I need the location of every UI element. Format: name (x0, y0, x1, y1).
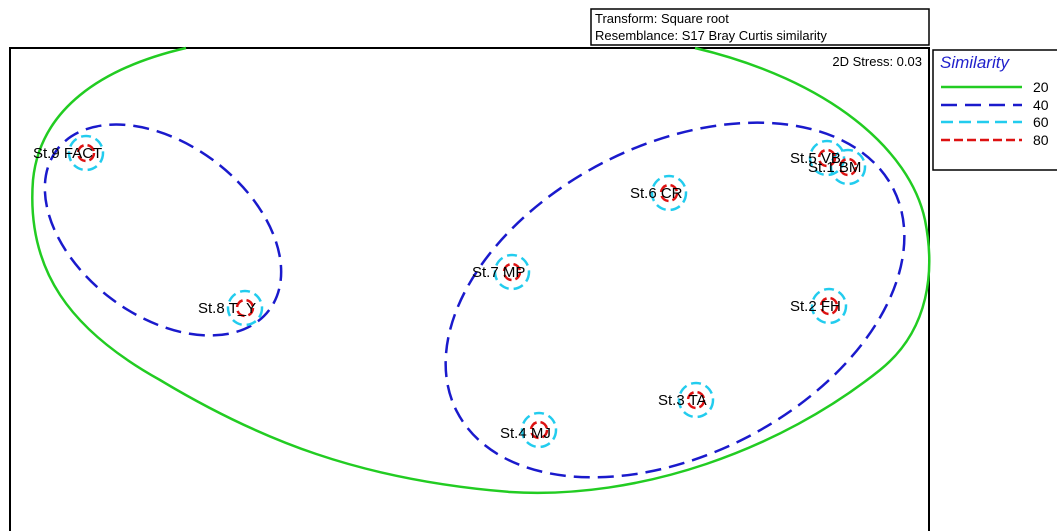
contour-80-st-4-mj (529, 420, 549, 440)
legend-entry-80: 80 (941, 132, 1049, 148)
legend-label-60: 60 (1033, 114, 1049, 130)
plot-frame (9, 47, 930, 531)
legend: Similarity 20 40 60 80 (932, 49, 1057, 171)
contour-60-st-2-fh (810, 287, 848, 325)
point-label-st-8-t-y: St.8 T_Y (198, 300, 256, 317)
contour-40-right (444, 121, 906, 479)
contour-20-all (31, 46, 931, 495)
transform-info-box: Transform: Square root Resemblance: S17 … (590, 8, 930, 46)
resemblance-label: Resemblance: S17 Bray Curtis similarity (595, 28, 827, 43)
point-label-st-9-fact: St.9 FACT (33, 145, 102, 162)
legend-label-20: 20 (1033, 79, 1049, 95)
point-label-st-5-vb: St.5 VB (790, 150, 841, 167)
point-label-st-2-fh: St.2 FH (790, 298, 841, 315)
stress-label: 2D Stress: 0.03 (832, 54, 922, 69)
contour-60-st-7-mp (493, 253, 531, 291)
contour-60-st-3-ta (677, 381, 715, 419)
contour-60-st-9-fact (67, 134, 105, 172)
contour-80-st-7-mp (502, 262, 522, 282)
contour-40-left (43, 123, 283, 337)
contour-60-st-4-mj (520, 411, 558, 449)
contour-80-st-6-cr (659, 183, 679, 203)
contour-80-st-8-t-y (235, 298, 255, 318)
contour-60-st-1-bm (829, 148, 867, 186)
transform-label: Transform: Square root (595, 11, 729, 26)
legend-entry-60: 60 (941, 114, 1049, 130)
point-label-st-6-cr: St.6 CR (630, 185, 683, 202)
legend-label-80: 80 (1033, 132, 1049, 148)
legend-label-40: 40 (1033, 97, 1049, 113)
contour-80-st-2-fh (819, 296, 839, 316)
contour-80-st-9-fact (76, 143, 96, 163)
contour-80-st-1-bm (838, 157, 858, 177)
contour-60-st-6-cr (650, 174, 688, 212)
contours-80 (76, 143, 858, 440)
contour-60-st-8-t-y (226, 289, 264, 327)
point-label-st-3-ta: St.3 TA (658, 392, 707, 409)
legend-entry-20: 20 (941, 79, 1049, 95)
contour-80-st-3-ta (686, 390, 706, 410)
point-label-st-1-bm: St.1 BM (808, 159, 861, 176)
legend-entry-40: 40 (941, 97, 1049, 113)
point-label-st-4-mj: St.4 MJ (500, 425, 551, 442)
point-label-st-7-mp: St.7 MP (472, 264, 525, 281)
legend-title: Similarity (940, 53, 1010, 72)
contours-60 (67, 134, 867, 449)
contour-60-st-5-vb (808, 139, 846, 177)
contour-80-st-5-vb (817, 148, 837, 168)
